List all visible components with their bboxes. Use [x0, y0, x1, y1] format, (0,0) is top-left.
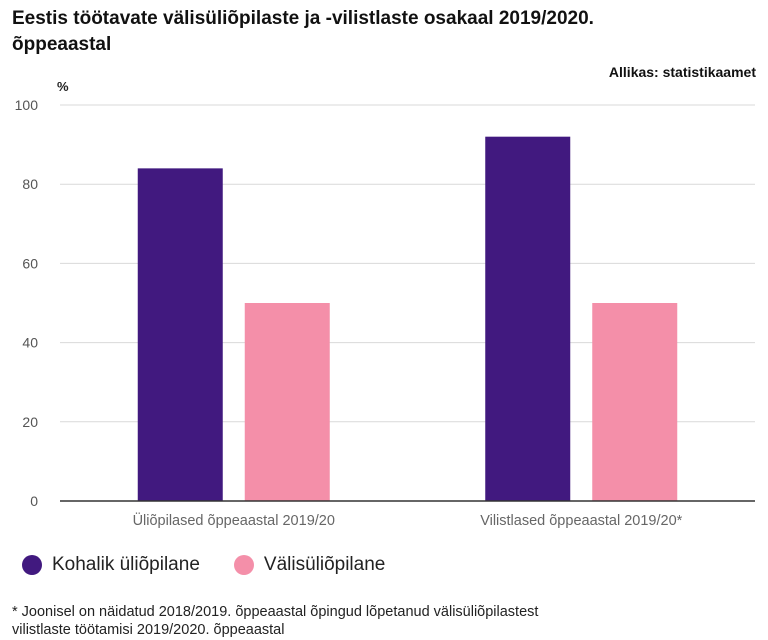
footnote-line-2: vilistlaste töötamisi 2019/2020. õppeaas… [12, 622, 285, 638]
bar [485, 136, 571, 501]
y-tick-label: 40 [22, 335, 38, 351]
legend-item: Välisüliõpilane [233, 554, 386, 576]
x-tick-label: Üliõpilased õppeaastal 2019/20 [133, 511, 335, 529]
legend-label: Välisüliõpilane [263, 554, 386, 575]
footnote: * Joonisel on näidatud 2018/2019. õppeaa… [12, 603, 752, 639]
legend-label: Kohalik üliõpilane [52, 554, 200, 575]
bar [592, 303, 678, 501]
legend-item: Kohalik üliõpilane [22, 554, 200, 576]
y-tick-label: 0 [30, 493, 38, 509]
legend: Kohalik üliõpilane Välisüliõpilane [22, 554, 419, 576]
y-tick-label: 80 [22, 176, 38, 192]
bar [244, 303, 330, 501]
legend-swatch [233, 555, 254, 575]
y-axis-unit-label: % [57, 79, 69, 94]
bar [137, 168, 223, 502]
y-tick-label: 20 [22, 414, 38, 430]
footnote-line-1: * Joonisel on näidatud 2018/2019. õppeaa… [12, 604, 539, 620]
y-tick-label: 60 [22, 255, 38, 271]
y-tick-label: 100 [15, 97, 39, 113]
x-tick-label: Vilistlased õppeaastal 2019/20* [480, 513, 682, 529]
chart-title: Eestis töötavate välisüliõpilaste ja -vi… [12, 8, 594, 55]
legend-swatch [22, 555, 42, 575]
bar-chart: 0 20 40 60 80 100% Üliõpilased õppeaastal 2019… [15, 79, 755, 529]
source-label: Allikas: statistikaamet [608, 64, 756, 80]
